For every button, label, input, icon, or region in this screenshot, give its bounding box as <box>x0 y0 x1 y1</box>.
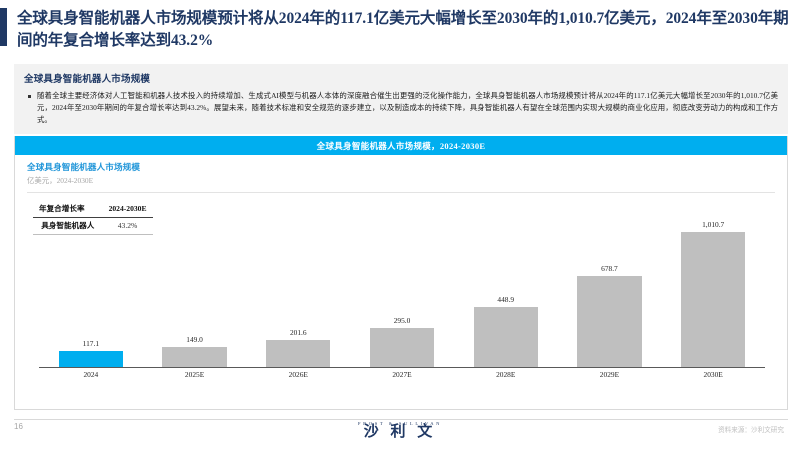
chart-divider <box>27 192 775 193</box>
table-row: 具身智能机器人 43.2% <box>33 217 153 235</box>
cagr-table-header-metric: 年复合增长率 <box>33 201 103 218</box>
summary-box: 全球具身智能机器人市场规模 随着全球主要经济体对人工智能和机器人技术投入的持续增… <box>14 64 788 134</box>
summary-paragraph: 随着全球主要经济体对人工智能和机器人技术投入的持续增加、生成式AI模型与机器人本… <box>37 91 778 124</box>
footer-divider <box>14 419 788 420</box>
bar-series: 117.1 149.0 201.6 295.0 448.9 678.7 1,010.7 <box>39 220 765 367</box>
bar <box>369 327 435 367</box>
x-axis-tick-labels: 2024 2025E 2026E 2027E 2028E 2029E 2030E <box>39 370 765 386</box>
cagr-table: 年复合增长率 2024-2030E 具身智能机器人 43.2% <box>33 201 153 235</box>
headline-accent-bar <box>0 8 7 46</box>
headline: 全球具身智能机器人市场规模预计将从2024年的117.1亿美元大幅增长至2030… <box>0 8 800 52</box>
bar-slot: 1,010.7 <box>661 220 765 367</box>
x-axis-tick-label: 2030E <box>703 370 723 379</box>
source-note: 资料来源：沙利文研究 <box>718 427 784 434</box>
bar <box>577 276 642 367</box>
bar-slot: 678.7 <box>558 220 662 367</box>
logo-cjk-text: 沙 利 文 <box>363 424 437 440</box>
bar <box>473 307 538 367</box>
bar-value-label: 448.9 <box>497 295 515 305</box>
bar-value-label: 295.0 <box>393 315 411 325</box>
bar-slot: 117.1 <box>39 220 143 367</box>
cagr-row-name: 具身智能机器人 <box>33 217 103 235</box>
cagr-row-value: 43.2% <box>102 217 153 235</box>
x-axis-tick-label: 2024 <box>83 370 99 379</box>
x-axis-tick-label: 2026E <box>288 370 308 379</box>
chart-subtitle: 亿美元，2024-2030E <box>27 176 94 185</box>
chart-header-bar-text: 全球具身智能机器人市场规模，2024-2030E <box>316 140 486 151</box>
x-axis-tick-label: 2029E <box>599 370 620 379</box>
bar-slot: 295.0 <box>350 220 454 367</box>
x-axis-tick-label: 2027E <box>392 370 412 379</box>
logo-latin-text: FROST & SULLIVAN <box>357 421 443 426</box>
bar-slot: 201.6 <box>246 220 350 367</box>
chart-title-block: 全球具身智能机器人市场规模 亿美元，2024-2030E <box>15 155 787 191</box>
bar-value-label: 117.1 <box>82 339 100 349</box>
bar <box>681 232 746 367</box>
x-axis-tick-label: 2028E <box>496 370 516 379</box>
chart-title: 全球具身智能机器人市场规模 <box>27 162 141 172</box>
bar-value-label: 149.0 <box>186 335 203 345</box>
bullet-icon <box>28 95 31 98</box>
chart-header-bar: 全球具身智能机器人市场规模，2024-2030E <box>15 136 787 155</box>
headline-text: 全球具身智能机器人市场规模预计将从2024年的117.1亿美元大幅增长至2030… <box>17 10 789 49</box>
summary-title: 全球具身智能机器人市场规模 <box>24 75 151 85</box>
bar <box>162 347 227 367</box>
page-number: 16 <box>14 422 23 431</box>
bar <box>266 340 331 367</box>
cagr-table-header-period: 2024-2030E <box>102 201 153 218</box>
bar <box>58 351 123 367</box>
bar-value-label: 201.6 <box>289 328 307 338</box>
bar-slot: 149.0 <box>143 220 247 367</box>
bar-value-label: 1,010.7 <box>702 220 725 229</box>
x-axis-line <box>39 367 765 368</box>
summary-body: 随着全球主要经济体对人工智能和机器人技术投入的持续增加、生成式AI模型与机器人本… <box>24 90 778 126</box>
cagr-table-header-row: 年复合增长率 2024-2030E <box>33 201 153 218</box>
bar-slot: 448.9 <box>454 220 558 367</box>
brand-logo: FROST & SULLIVAN 沙 利 文 <box>0 421 800 441</box>
bar-value-label: 678.7 <box>601 264 618 274</box>
x-axis-tick-label: 2025E <box>184 370 205 379</box>
chart-card: 全球具身智能机器人市场规模，2024-2030E 全球具身智能机器人市场规模 亿… <box>14 136 788 410</box>
bar-chart-plot: 117.1 149.0 201.6 295.0 448.9 678.7 1,010.7 20… <box>39 196 765 392</box>
